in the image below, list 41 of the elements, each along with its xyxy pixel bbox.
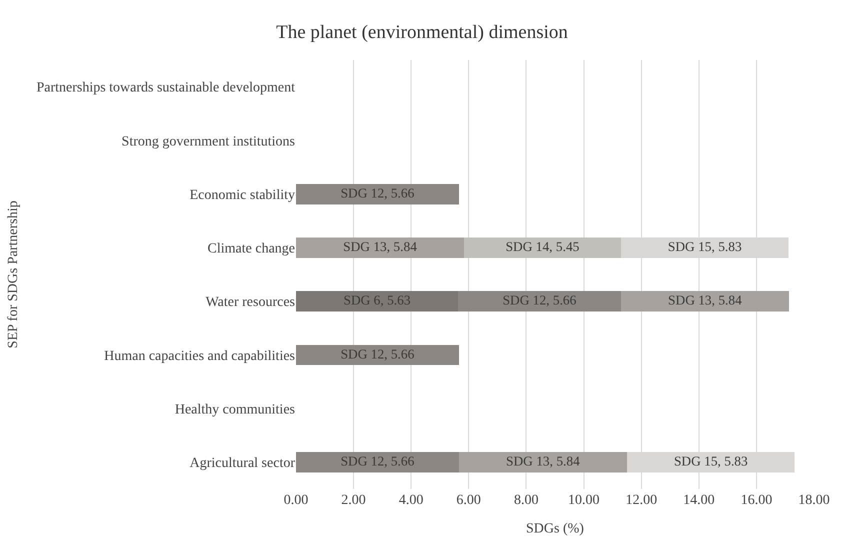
x-tick-label: 10.00 (568, 493, 600, 508)
x-tick-label: 14.00 (683, 493, 715, 508)
data-label: SDG 13, 5.84 (506, 454, 580, 469)
data-label: SDG 12, 5.66 (502, 292, 577, 308)
data-label: SDG 12, 5.66 (340, 454, 415, 469)
data-label: SDG 15, 5.83 (668, 239, 742, 254)
x-tick-label: 8.00 (514, 493, 538, 508)
data-label: SDG 13, 5.84 (668, 292, 742, 308)
y-tick-label: Climate change (208, 242, 295, 257)
x-axis-title: SDGs (%) (526, 521, 584, 536)
data-label: SDG 12, 5.66 (340, 185, 415, 200)
x-tick-label: 0.00 (284, 493, 308, 508)
y-axis-title: SEP for SDGs Partnership (6, 200, 22, 348)
bar (296, 184, 459, 204)
x-tick-label: 18.00 (798, 493, 830, 508)
x-tick-label: 2.00 (341, 493, 366, 508)
bar (296, 344, 459, 366)
y-tick-label: Economic stability (190, 188, 295, 203)
data-label: SDG 6, 5.63 (343, 292, 411, 308)
y-tick-label: Healthy communities (174, 402, 295, 418)
y-tick-label: Strong government institutions (122, 134, 295, 150)
y-tick-label: Agricultural sector (190, 456, 296, 472)
bar (296, 238, 464, 258)
bar (296, 452, 459, 472)
chart-title: The planet (environmental) dimension (276, 22, 568, 43)
bar (620, 291, 789, 312)
bar (458, 452, 627, 472)
x-tick-label: 6.00 (456, 493, 481, 508)
y-tick-label: Partnerships towards sustainable development (36, 80, 296, 96)
bar (296, 291, 458, 312)
data-label: SDG 12, 5.66 (340, 346, 415, 362)
x-tick-label: 4.00 (398, 493, 424, 508)
data-label: SDG 14, 5.45 (506, 239, 580, 254)
y-tick-label: Human capacities and capabilities (104, 348, 295, 364)
y-tick-label: Water resources (206, 295, 295, 310)
x-tick-label: 12.00 (626, 493, 658, 508)
data-label: SDG 15, 5.83 (674, 454, 748, 469)
bar (464, 238, 621, 258)
data-label: SDG 13, 5.84 (343, 239, 418, 254)
bar (458, 291, 621, 312)
x-tick-label: 16.00 (740, 493, 772, 508)
